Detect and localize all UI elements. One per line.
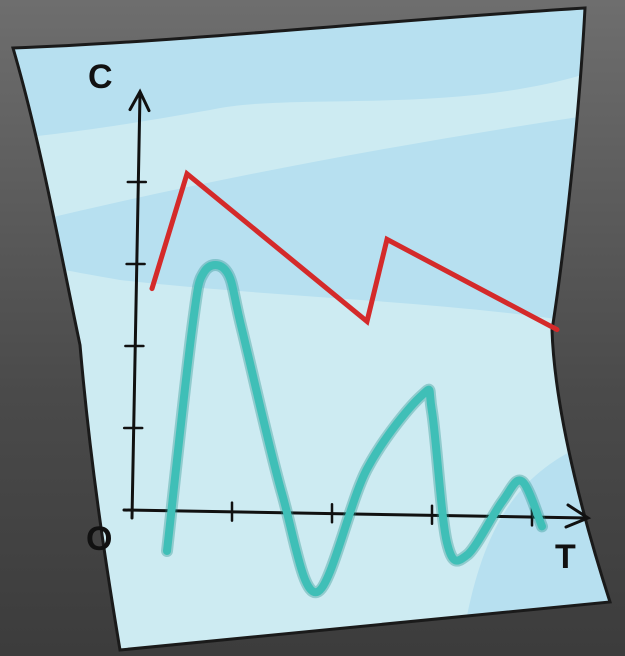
- origin-label: O: [86, 520, 112, 558]
- y-axis-label: C: [88, 58, 113, 96]
- x-axis-arrowhead: [564, 503, 592, 529]
- y-axis-arrowhead: [128, 88, 151, 113]
- red-series-line: [149, 169, 560, 333]
- y-axis-line: [130, 92, 142, 520]
- data-series: [149, 169, 560, 598]
- axis-labels: C T O: [86, 58, 576, 576]
- x-axis-label: T: [555, 538, 576, 576]
- x-axis-line: [122, 508, 589, 520]
- axes: [122, 88, 592, 529]
- paper-outline: [11, 6, 612, 652]
- teal-series-curve: [163, 261, 546, 596]
